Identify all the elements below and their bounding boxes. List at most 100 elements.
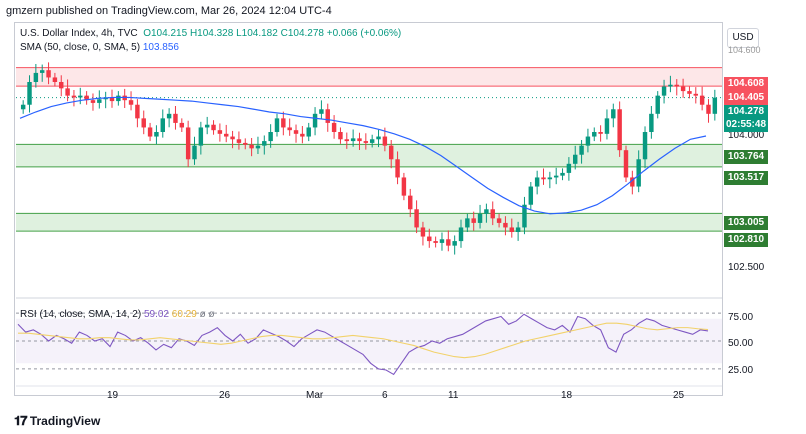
candle-body: [27, 82, 32, 105]
candle-body: [166, 113, 172, 119]
candle-body: [649, 113, 654, 132]
candle-body: [268, 132, 273, 142]
candle-body: [566, 163, 572, 173]
candle-body: [192, 145, 197, 160]
candle-body: [617, 109, 622, 151]
candle-body: [154, 132, 159, 137]
x-label-mar: Mar: [306, 390, 324, 401]
sma-legend[interactable]: SMA (50, close, 0, SMA, 5) 103.856: [20, 42, 179, 53]
candle-body: [598, 132, 603, 134]
candle-body: [65, 88, 70, 96]
candle-body: [363, 141, 369, 143]
zone-support-lower: [16, 213, 722, 232]
price-tag-102810: 102.810: [724, 233, 768, 247]
candle-body: [636, 159, 641, 187]
symbol-title: U.S. Dollar Index, 4h, TVC: [20, 28, 138, 39]
candle-body: [592, 132, 597, 137]
candle-body: [503, 222, 508, 228]
price-tag-104608: 104.608: [724, 77, 768, 91]
candle-body: [573, 154, 578, 164]
candle-body: [579, 145, 584, 155]
candle-body: [236, 139, 242, 143]
price-tag-104405: 104.405: [724, 91, 768, 105]
candle-body: [331, 122, 337, 132]
x-label-25: 25: [673, 390, 685, 401]
rsi-sma-value: 60.29: [171, 309, 197, 320]
candle-body: [427, 236, 432, 242]
candle-body: [274, 118, 280, 132]
candle-body: [515, 227, 521, 232]
candle-body: [204, 124, 210, 128]
rsi-line: [17, 313, 709, 376]
candle-body: [401, 177, 407, 196]
price-label-1025: 102.500: [728, 262, 765, 273]
rsi-legend[interactable]: RSI (14, close, SMA, 14, 2) 59.02 60.29 …: [20, 309, 215, 320]
candle-body: [490, 209, 495, 219]
tradingview-brand[interactable]: 𝟏𝟕 TradingView: [14, 413, 100, 429]
candle-body: [496, 218, 502, 223]
candle-body: [553, 175, 559, 178]
chart-frame[interactable]: [14, 22, 723, 396]
candle-body: [255, 145, 261, 149]
currency-button[interactable]: USD: [727, 28, 759, 48]
candle-body: [471, 218, 476, 223]
publisher-line: gmzern published on TradingView.com, Mar…: [6, 5, 332, 17]
candle-body: [211, 124, 216, 131]
candle-body: [312, 113, 318, 128]
candle-body: [712, 97, 718, 114]
candle-body: [668, 84, 673, 87]
rsi-value: 59.02: [143, 309, 169, 320]
x-label-6: 6: [382, 390, 388, 401]
candle-body: [243, 142, 248, 145]
candle-body: [135, 104, 140, 119]
candle-body: [141, 118, 146, 128]
candle-body: [522, 204, 527, 228]
candle-body: [39, 70, 45, 73]
sma-value: 103.856: [142, 42, 179, 53]
candle-body: [477, 213, 483, 223]
candle-body: [661, 86, 667, 96]
candle-body: [706, 104, 711, 114]
price-tag-103517: 103.517: [724, 171, 768, 185]
candle-body: [33, 72, 39, 82]
candle-body: [90, 100, 96, 103]
candle-body: [344, 139, 350, 142]
candle-body: [20, 104, 26, 110]
candle-body: [585, 136, 591, 146]
candle-body: [230, 136, 235, 140]
candle-body: [224, 133, 229, 137]
ohlc-change: +0.066 (+0.06%): [326, 28, 402, 39]
candle-body: [674, 84, 679, 87]
x-label-18: 18: [561, 390, 573, 401]
candle-body: [350, 138, 356, 142]
price-tag-103005: 103.005: [724, 216, 768, 230]
candle-body: [611, 109, 616, 119]
candle-body: [458, 227, 464, 242]
tradingview-wordmark: TradingView: [29, 414, 101, 428]
candle-body: [306, 127, 311, 137]
symbol-legend: U.S. Dollar Index, 4h, TVC O104.215 H104…: [20, 28, 401, 39]
tradingview-logo-icon: 𝟏𝟕: [14, 413, 28, 428]
candle-body: [97, 99, 102, 103]
candle-body: [604, 118, 610, 134]
candle-body: [293, 130, 299, 134]
candle-body: [395, 159, 400, 178]
rsi-label-50: 50.00: [728, 338, 754, 349]
candle-body: [693, 93, 699, 96]
candle-body: [300, 133, 305, 137]
candle-body: [217, 130, 223, 134]
candle-body: [484, 209, 489, 214]
candle-body: [414, 209, 419, 228]
candle-body: [325, 109, 330, 123]
zone-support-upper: [16, 144, 722, 167]
candle-body: [547, 177, 553, 180]
candle-body: [287, 127, 292, 131]
x-label-19: 19: [107, 390, 119, 401]
ohlc-low: L104.182: [236, 28, 278, 39]
candle-body: [376, 136, 381, 140]
candle-body: [249, 144, 254, 149]
candle-body: [116, 95, 121, 102]
candle-body: [52, 77, 58, 82]
candle-body: [357, 138, 362, 142]
